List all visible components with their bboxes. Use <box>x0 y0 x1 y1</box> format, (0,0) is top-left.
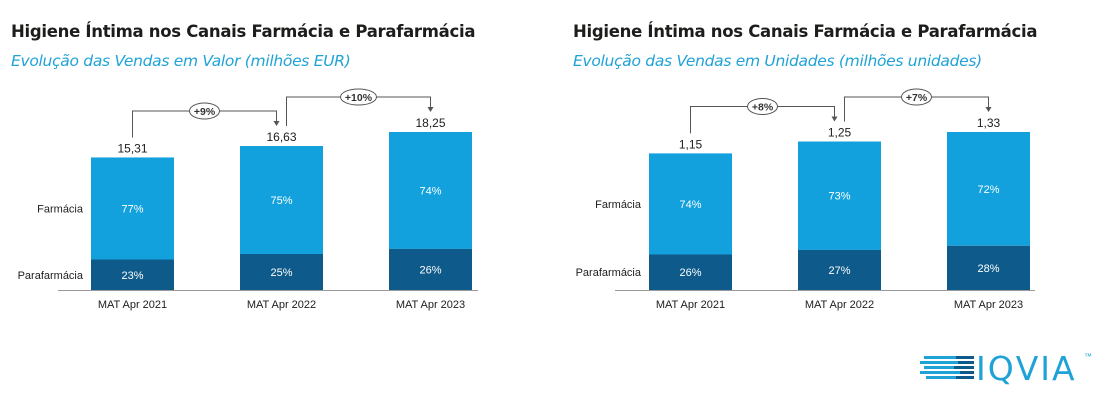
logo-tm: ™ <box>1084 352 1092 361</box>
chart-subtitle-value: Evolução das Vendas em Valor (milhões EU… <box>11 52 351 70</box>
growth-label: +10% <box>345 92 373 104</box>
bar-parafarmacia <box>240 254 323 290</box>
growth-label: +9% <box>194 106 216 118</box>
data-label-farmacia: 74% <box>419 185 441 197</box>
total-label: 15,31 <box>117 141 147 155</box>
legend-farmacia: Farmácia <box>37 203 84 215</box>
total-label: 16,63 <box>266 130 296 144</box>
logo-stripes-icon <box>920 356 974 379</box>
x-tick-label: MAT Apr 2023 <box>954 299 1023 311</box>
arrow-down-icon <box>831 116 838 122</box>
total-label: 18,25 <box>415 116 445 130</box>
bar-farmacia <box>798 141 881 250</box>
total-label: 1,15 <box>679 137 703 151</box>
bar-farmacia <box>91 157 174 260</box>
bar-parafarmacia <box>91 259 174 290</box>
growth-badge <box>189 102 220 120</box>
chart-sales-value: 77% 23% 15,31 MAT Apr 2021 75% 25% 16,63 MAT Ap… <box>18 88 478 311</box>
legend-parafarmacia: Parafarmácia <box>18 270 84 282</box>
data-label-parafarmacia: 26% <box>679 267 701 279</box>
x-tick-label: MAT Apr 2021 <box>656 299 725 311</box>
legend-farmacia: Farmácia <box>595 199 642 211</box>
chart-title-units: Higiene Íntima nos Canais Farmácia e Par… <box>573 22 1038 41</box>
x-tick-label: MAT Apr 2022 <box>247 299 316 311</box>
growth-badge <box>747 98 778 116</box>
data-label-parafarmacia: 23% <box>121 270 143 282</box>
bar-farmacia <box>649 153 732 255</box>
data-label-parafarmacia: 27% <box>828 265 850 277</box>
total-label: 1,33 <box>977 116 1001 130</box>
iqvia-logo: IQVIA ™ <box>920 349 1100 391</box>
growth-badge <box>901 88 932 106</box>
arrow-down-icon <box>985 107 992 112</box>
iqvia-logo-mark: IQVIA ™ <box>920 349 1092 388</box>
bar-parafarmacia <box>798 249 881 290</box>
data-label-parafarmacia: 25% <box>270 267 292 279</box>
bar-farmacia <box>389 132 472 249</box>
chart-subtitle-units: Evolução das Vendas em Unidades (milhões… <box>573 52 982 70</box>
chart-title-value: Higiene Íntima nos Canais Farmácia e Par… <box>11 22 476 41</box>
logo-text: IQVIA <box>976 350 1077 386</box>
growth-label: +8% <box>752 102 774 114</box>
data-label-parafarmacia: 28% <box>977 263 999 275</box>
data-label-farmacia: 75% <box>270 195 292 207</box>
legend-parafarmacia: Parafarmácia <box>576 267 642 279</box>
total-label: 1,25 <box>828 126 852 140</box>
bar-parafarmacia <box>389 248 472 290</box>
growth-label: +7% <box>906 92 928 104</box>
data-label-parafarmacia: 26% <box>419 264 441 276</box>
data-label-farmacia: 77% <box>121 203 143 215</box>
growth-badge <box>340 88 377 106</box>
data-label-farmacia: 74% <box>679 199 701 211</box>
bar-parafarmacia <box>649 254 732 290</box>
x-tick-label: MAT Apr 2022 <box>805 299 874 311</box>
chart-sales-units: 74% 26% 1,15 MAT Apr 2021 73% 27% 1,25 MAT Apr … <box>576 88 1035 311</box>
bar-parafarmacia <box>947 245 1030 290</box>
data-label-farmacia: 72% <box>977 184 999 196</box>
data-label-farmacia: 73% <box>828 191 850 203</box>
arrow-down-icon <box>273 121 280 127</box>
arrow-down-icon <box>427 107 434 112</box>
x-tick-label: MAT Apr 2023 <box>396 299 465 311</box>
bar-farmacia <box>947 132 1030 246</box>
x-tick-label: MAT Apr 2021 <box>98 299 167 311</box>
bar-farmacia <box>240 146 323 255</box>
